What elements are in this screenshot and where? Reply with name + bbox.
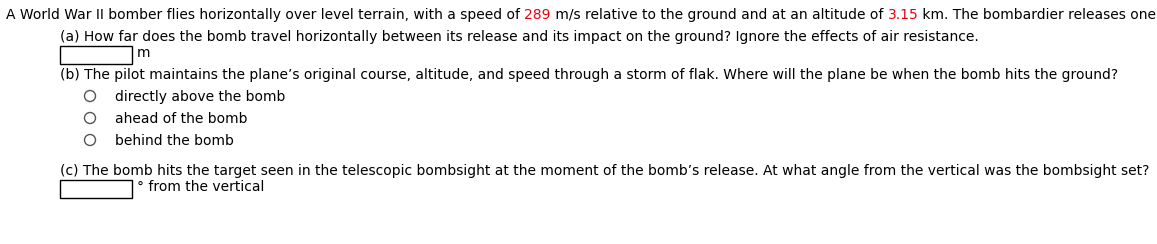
Text: behind the bomb: behind the bomb [115, 134, 234, 148]
Text: ° from the vertical: ° from the vertical [137, 180, 265, 194]
Bar [60, 180, 132, 198]
Text: (c) The bomb hits the target seen in the telescopic bombsight at the moment of t: (c) The bomb hits the target seen in the… [60, 164, 1149, 178]
Text: m: m [137, 46, 150, 60]
Text: directly above the bomb: directly above the bomb [115, 90, 286, 104]
Text: 3.15: 3.15 [887, 8, 919, 22]
Text: A World War II bomber flies horizontally over level terrain, with a speed of: A World War II bomber flies horizontally… [6, 8, 524, 22]
Text: km. The bombardier releases one bomb.: km. The bombardier releases one bomb. [919, 8, 1157, 22]
Ellipse shape [84, 91, 96, 102]
Text: 289: 289 [524, 8, 551, 22]
Text: m/s relative to the ground and at an altitude of: m/s relative to the ground and at an alt… [551, 8, 887, 22]
Text: ahead of the bomb: ahead of the bomb [115, 112, 248, 126]
Text: (b) The pilot maintains the plane’s original course, altitude, and speed through: (b) The pilot maintains the plane’s orig… [60, 68, 1118, 82]
Text: (a) How far does the bomb travel horizontally between its release and its impact: (a) How far does the bomb travel horizon… [60, 30, 979, 44]
Ellipse shape [84, 134, 96, 145]
Bar [60, 46, 132, 64]
Ellipse shape [84, 112, 96, 123]
